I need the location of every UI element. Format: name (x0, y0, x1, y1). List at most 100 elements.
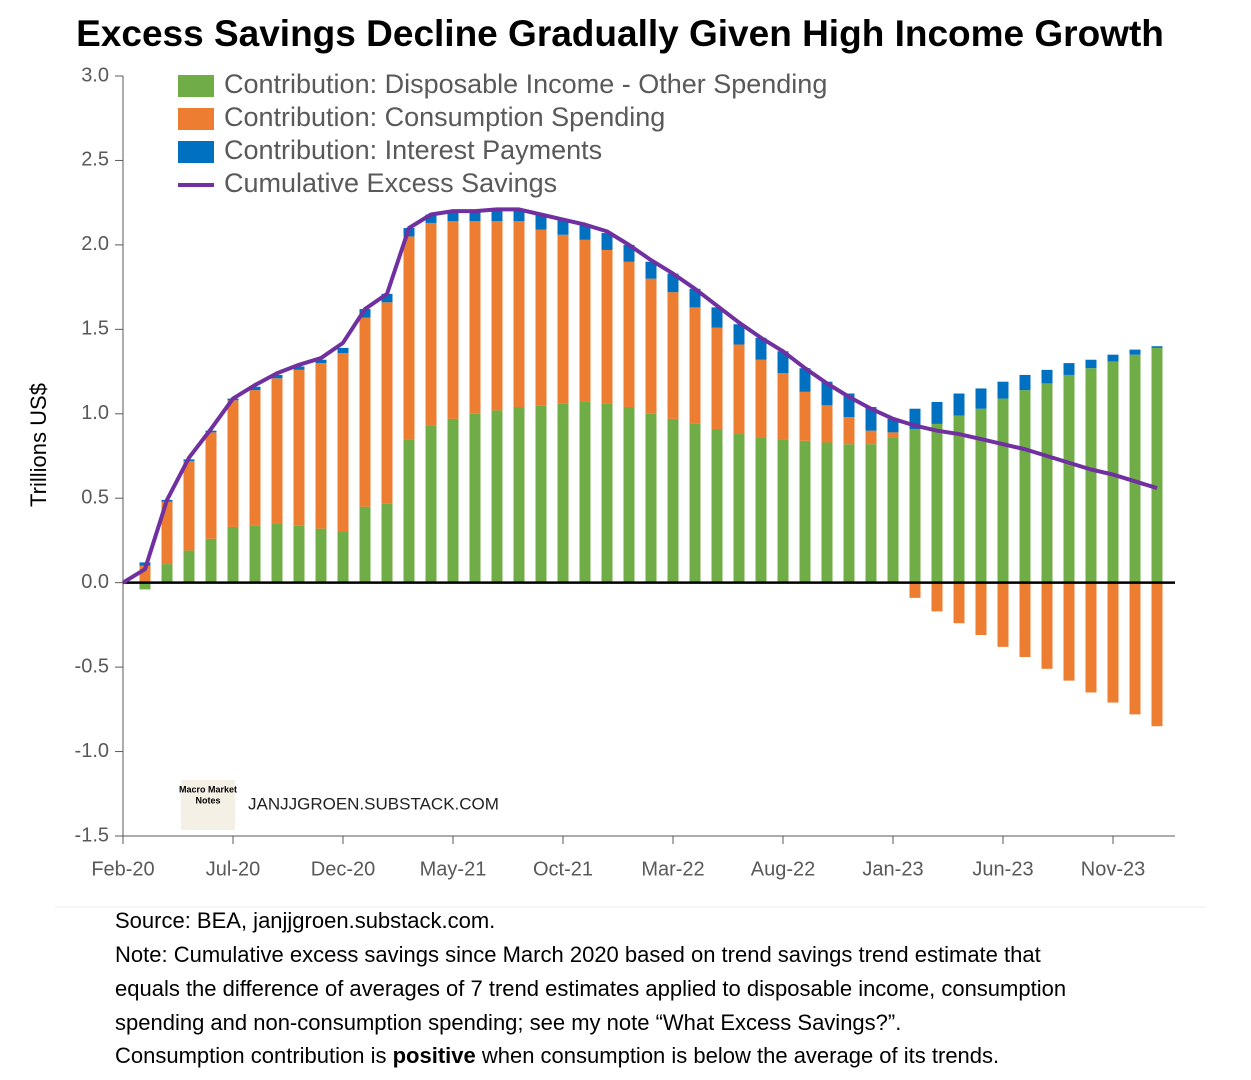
x-tick-label: Dec-20 (311, 858, 375, 880)
bar-segment (513, 407, 525, 583)
bar-segment (689, 307, 701, 424)
bar-segment (755, 359, 767, 438)
note-text: Consumption contribution is (115, 1043, 393, 1068)
bar-segment (689, 288, 701, 308)
bar-segment (249, 390, 261, 526)
bar-segment (293, 366, 305, 370)
bar-segment (381, 503, 393, 583)
bar-segment (821, 381, 833, 406)
bar-segment (161, 501, 173, 565)
x-tick-label: Aug-22 (751, 858, 816, 880)
bar-segment (1085, 368, 1097, 583)
bar-segment (425, 425, 437, 583)
bar-segment (755, 337, 767, 360)
bar-segment (843, 417, 855, 445)
bar-segment (535, 214, 547, 230)
bar-segment (491, 221, 503, 411)
bar-segment (139, 565, 151, 583)
bar-segment (1041, 369, 1053, 384)
bar-segment (623, 244, 635, 262)
bar-segment (711, 428, 723, 583)
bar-segment (1107, 361, 1119, 583)
bar-segment (1063, 582, 1075, 681)
x-tick-label: Jul-20 (206, 858, 260, 880)
bar-segment (777, 439, 789, 583)
bar-segment (359, 309, 371, 318)
bar-segment (315, 528, 327, 583)
bar-segment (293, 525, 305, 583)
bar-segment (1151, 347, 1163, 583)
bar-segment (513, 221, 525, 408)
x-tick-label: Oct-21 (533, 858, 593, 880)
bar-segment (425, 214, 437, 223)
bar-segment (271, 378, 283, 524)
bar-segment (227, 526, 239, 583)
logo-text: Notes (195, 795, 220, 805)
bar-segment (469, 221, 481, 414)
bar-segment (711, 307, 723, 328)
bar-segment (381, 302, 393, 504)
bar-segment (909, 428, 921, 583)
legend-label: Contribution: Disposable Income - Other … (224, 69, 827, 99)
bar-segment (733, 434, 745, 583)
bar-segment (469, 413, 481, 583)
bar-segment (975, 408, 987, 583)
bar-segment (557, 403, 569, 583)
bar-segment (1041, 582, 1053, 669)
bar-segment (711, 327, 723, 429)
legend-swatch (178, 141, 214, 163)
bar-segment (1085, 582, 1097, 693)
note-line: Consumption contribution is positive whe… (115, 1043, 999, 1068)
bar-segment (645, 278, 657, 414)
bar-segment (403, 439, 415, 583)
bar-segment (315, 363, 327, 529)
bar-segment (865, 430, 877, 445)
bar-segment (403, 236, 415, 440)
x-tick-label: Feb-20 (91, 858, 154, 880)
y-tick-label: 2.0 (81, 233, 109, 255)
bar-segment (799, 440, 811, 583)
y-tick-label: -1.5 (75, 824, 109, 846)
chart-title: Excess Savings Decline Gradually Given H… (76, 13, 1164, 54)
bar-segment (623, 407, 635, 583)
bar-segment (183, 550, 195, 583)
line (121, 207, 1158, 585)
bar-segment (733, 344, 745, 435)
legend-swatch (178, 75, 214, 97)
bar-segment (1041, 383, 1053, 583)
bar-segment (161, 564, 173, 583)
bar-segment (293, 369, 305, 526)
x-tick-label: Jan-23 (862, 858, 923, 880)
bar-segment (997, 381, 1009, 399)
bar-segment (535, 229, 547, 406)
bar-segment (953, 415, 965, 583)
bar-segment (953, 582, 965, 624)
bar-segment (1019, 390, 1031, 583)
bar-segment (997, 398, 1009, 583)
bar-segment (931, 582, 943, 612)
bar-segment (887, 432, 899, 438)
x-tick-label: May-21 (420, 858, 487, 880)
note-bold: positive (393, 1043, 476, 1068)
legend-label: Cumulative Excess Savings (224, 168, 557, 198)
bar-segment (337, 352, 349, 532)
bar-segment (645, 261, 657, 279)
bar-segment (909, 582, 921, 598)
y-tick-label: 1.5 (81, 318, 109, 340)
bar-segment (601, 249, 613, 404)
bar-segment (645, 413, 657, 583)
bar-segment (975, 388, 987, 409)
bar-segment (601, 403, 613, 583)
bar-segment (931, 423, 943, 583)
bar-segment (359, 506, 371, 583)
bar-segment (1019, 374, 1031, 391)
bar-segment (667, 292, 679, 419)
bar-segment (205, 538, 217, 583)
bar-segment (1107, 582, 1119, 703)
y-tick-label: -0.5 (75, 655, 109, 677)
bar-segment (865, 407, 877, 431)
y-tick-label: 3.0 (81, 64, 109, 86)
note-line: Note: Cumulative excess savings since Ma… (115, 942, 1041, 967)
bar-segment (249, 386, 261, 391)
bar-segment (755, 437, 767, 583)
